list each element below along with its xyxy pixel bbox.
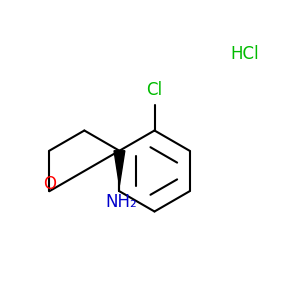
Text: Cl: Cl: [146, 81, 163, 99]
Text: HCl: HCl: [230, 45, 259, 63]
Text: NH₂: NH₂: [105, 193, 137, 211]
Text: O: O: [43, 175, 56, 193]
Polygon shape: [114, 151, 125, 185]
